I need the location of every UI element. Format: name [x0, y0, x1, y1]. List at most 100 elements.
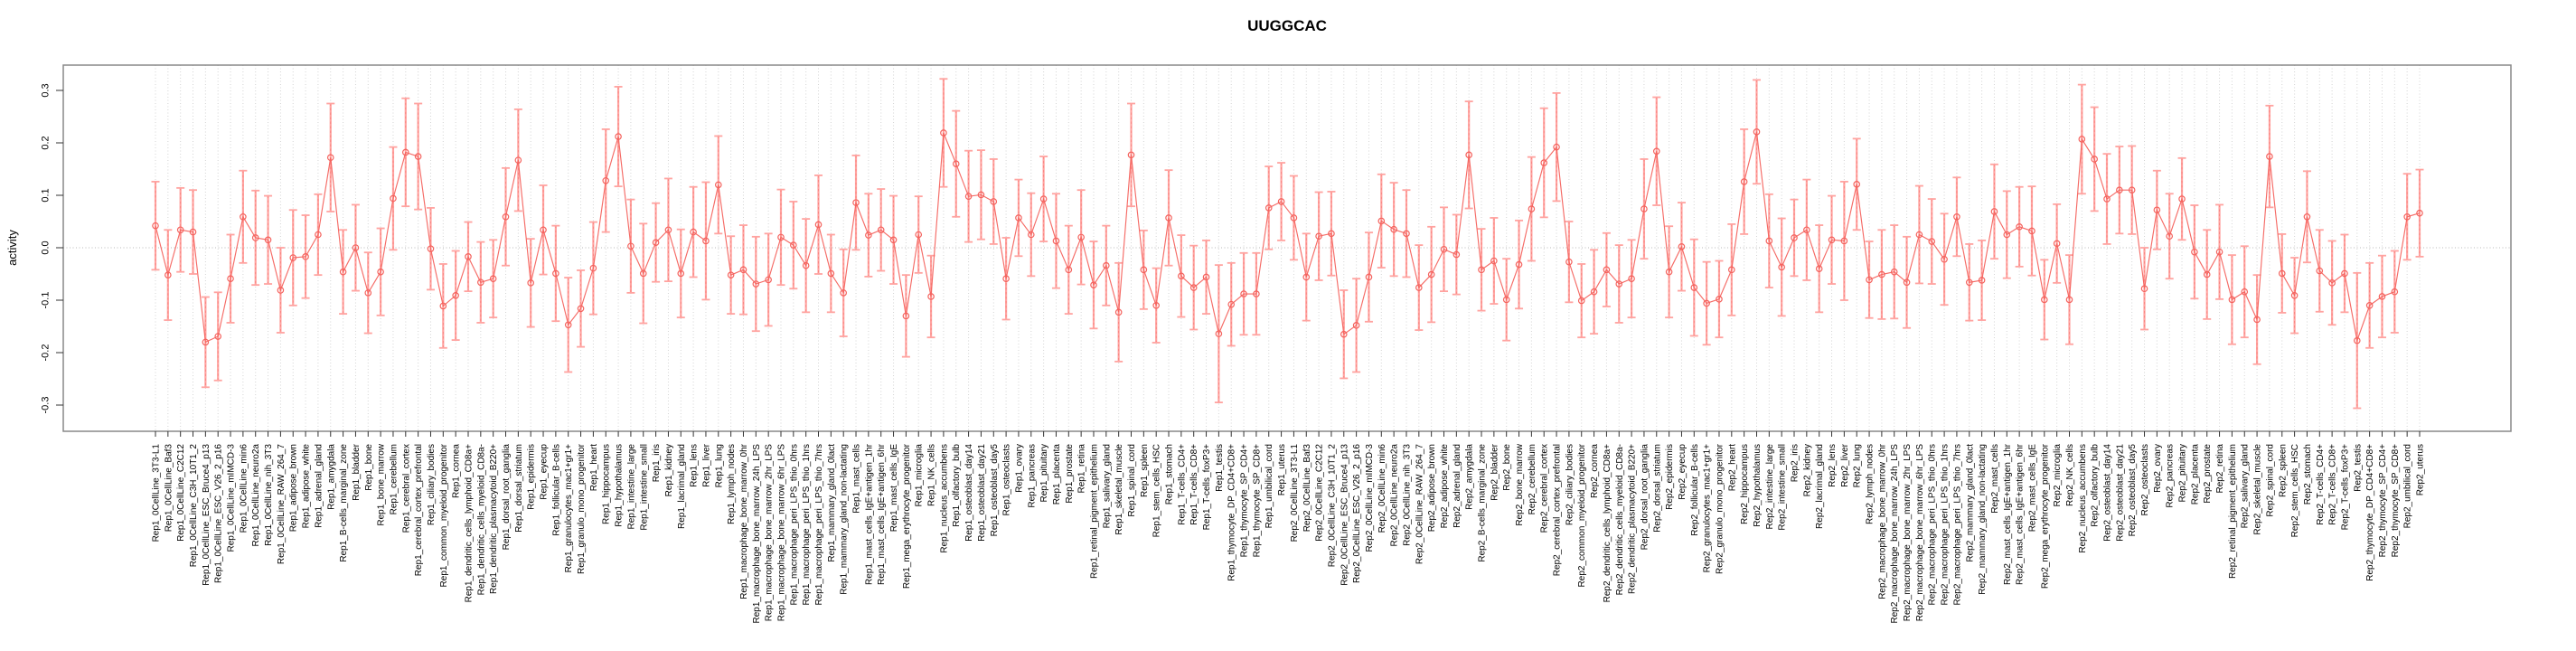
x-tick-label: Rep1_dendritic_plasmacytoid_B220+ — [489, 444, 499, 594]
data-point — [677, 269, 685, 278]
data-point — [477, 278, 484, 287]
x-tick-label: Rep2_eyecup — [1678, 444, 1688, 500]
x-tick-label: Rep1_dendritic_cells_myeloid_CD8a- — [476, 444, 486, 595]
data-point — [1365, 273, 1373, 281]
data-point — [1953, 212, 1960, 221]
x-tick-label: Rep1_olfactory_bulb — [952, 444, 962, 527]
data-point — [2116, 186, 2123, 194]
data-point — [1765, 237, 1773, 245]
data-point — [1603, 266, 1611, 274]
data-point — [364, 289, 372, 297]
x-tick-label: Rep1_0CellLine_C3H_10T1_2 — [189, 444, 199, 568]
data-point — [1690, 284, 1698, 291]
x-tick-label: Rep2_liver — [1840, 443, 1850, 486]
x-tick-label: Rep1_adipose_brown — [289, 444, 299, 532]
x-tick-label: Rep2_thymocyte_SP_CD8+ — [2391, 444, 2401, 558]
data-point — [627, 242, 635, 250]
x-tick-label: Rep2_common_myeloid_progenitor — [1577, 443, 1587, 587]
data-point — [714, 181, 722, 189]
data-point — [2041, 296, 2048, 304]
data-point — [214, 333, 221, 340]
data-point — [1590, 288, 1598, 296]
x-tick-label: Rep2_0CellLine_min6 — [1377, 444, 1387, 533]
data-point — [2103, 195, 2111, 203]
x-tick-label: Rep1_ovary — [1014, 444, 1024, 493]
data-point — [1140, 266, 1148, 274]
data-point — [2253, 316, 2261, 324]
data-point — [1915, 231, 1923, 239]
x-tick-label: Rep1_intestine_large — [626, 444, 636, 530]
data-point — [702, 237, 710, 245]
data-point — [2153, 206, 2161, 214]
data-point — [1264, 204, 1273, 212]
x-tick-label: Rep2_mast_cells — [1990, 444, 2000, 514]
data-point — [1840, 237, 1848, 245]
x-tick-label: Rep1_dorsal_striatum — [514, 444, 524, 533]
x-tick-label: Rep1_mammary_gland_non-lactating — [840, 444, 850, 595]
x-tick-label: Rep2_dendritic_plasmacytoid_B220+ — [1628, 444, 1638, 594]
data-point — [1015, 214, 1022, 222]
x-tick-label: Rep2_testis — [2353, 444, 2363, 492]
data-point — [1103, 261, 1110, 269]
x-tick-label: Rep1_granulocytes_mac1+gr1+ — [564, 444, 574, 572]
data-point — [589, 264, 597, 272]
x-tick-label: Rep2_ovary — [2153, 444, 2163, 493]
data-point — [1828, 236, 1836, 244]
data-point — [1815, 265, 1823, 273]
data-point — [2191, 248, 2198, 256]
x-tick-label: Rep1_cerebral_cortex — [401, 444, 411, 533]
data-point — [1290, 214, 1298, 222]
x-tick-label: Rep2_dendritic_cells_lymphoid_CD8a+ — [1603, 444, 1612, 603]
x-tick-label: Rep2_lymph_nodes — [1866, 444, 1876, 524]
data-point — [401, 148, 409, 156]
x-tick-label: Rep1_mast_cells_IgE+antigen_6hr — [877, 443, 887, 585]
data-point — [1165, 214, 1172, 222]
x-tick-label: Rep1_lens — [690, 444, 700, 487]
data-point — [514, 156, 522, 164]
x-tick-label: Rep1_T-cells_CD4+ — [1177, 444, 1187, 525]
x-tick-label: Rep1_pancreas — [1027, 444, 1037, 508]
data-point — [1641, 205, 1648, 212]
x-tick-label: Rep1_macrophage_bone_marrow_2hr_LPS — [765, 444, 775, 622]
x-tick-label: Rep1_eyecup — [540, 444, 550, 500]
x-tick-label: Rep2_mammary_gland_0lact — [1965, 444, 1975, 562]
data-point — [1778, 263, 1785, 271]
x-tick-label: Rep1_mega_erythrocyte_progenitor — [902, 443, 912, 589]
data-point — [352, 244, 360, 251]
data-point — [1652, 147, 1660, 156]
data-point — [452, 291, 459, 299]
x-tick-label: Rep2_macrophage_peri_LPS_thio_1hrs — [1941, 444, 1951, 605]
data-point — [2078, 136, 2086, 143]
data-point — [2215, 248, 2223, 256]
x-tick-label: Rep1_ciliary_bodies — [427, 444, 437, 525]
data-point — [1090, 281, 1097, 288]
data-point — [1528, 205, 1536, 212]
x-tick-label: Rep1_uterus — [1277, 444, 1287, 495]
x-tick-label: Rep1_macrophage_bone_marrow_24h_LPS — [752, 444, 762, 624]
x-tick-label: Rep1_mast_cells — [852, 444, 862, 514]
y-tick-label: 0.2 — [41, 136, 52, 149]
x-tick-label: Rep1_stomach — [1165, 444, 1175, 505]
x-tick-label: Rep2_microglia — [2053, 444, 2063, 507]
data-point — [1127, 151, 1135, 159]
x-tick-label: Rep1_osteoblast_day14 — [964, 444, 974, 542]
data-point — [1340, 330, 1348, 338]
x-tick-label: Rep2_epidermis — [1665, 444, 1675, 510]
x-tick-label: Rep1_kidney — [664, 444, 674, 496]
data-point — [1052, 237, 1060, 245]
x-tick-label: Rep1_hypothalamus — [615, 444, 625, 527]
x-tick-label: Rep2_dorsal_root_ganglia — [1640, 444, 1650, 551]
x-tick-label: Rep2_T-cells_foxP3+ — [2340, 444, 2350, 530]
data-point — [326, 154, 334, 162]
x-tick-label: Rep2_0CellLine_ESC_V26_2_p16 — [1352, 444, 1362, 583]
x-tick-label: Rep1_testis — [1215, 444, 1225, 492]
data-point — [915, 231, 923, 239]
x-tick-label: Rep1_osteoclasts — [1002, 444, 1012, 516]
x-tick-label: Rep1_macrophage_bone_marrow_0hr — [739, 443, 749, 599]
x-tick-label: Rep2_osteoclasts — [2140, 444, 2150, 516]
data-point — [2203, 270, 2211, 278]
x-tick-label: Rep2_NK_cells — [2065, 444, 2075, 506]
data-point — [552, 269, 559, 278]
y-tick-label: -0.1 — [41, 292, 52, 309]
x-tick-label: Rep2_kidney — [1802, 444, 1812, 496]
